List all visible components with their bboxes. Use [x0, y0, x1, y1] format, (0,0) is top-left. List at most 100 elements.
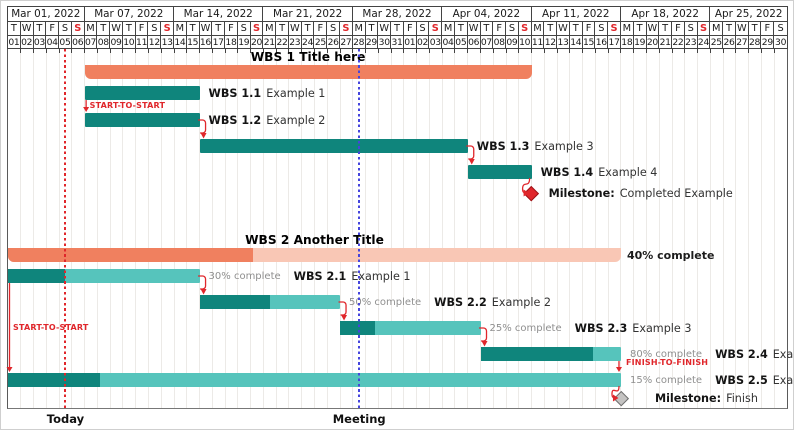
- day-tick: [671, 49, 673, 53]
- task-label-wbs-2-2: 50% complete WBS 2.2 Example 2: [349, 295, 551, 309]
- day-tick: [135, 49, 137, 53]
- task-bar-wbs-2-3[interactable]: [340, 321, 481, 335]
- task-bar-wbs-2-2[interactable]: [199, 295, 341, 309]
- day-letter-cell-sunday: S: [518, 22, 532, 36]
- grid-line: [633, 49, 635, 408]
- day-tick: [582, 49, 584, 53]
- day-number-cell: 30: [775, 36, 787, 48]
- task-label-wbs-1-1: WBS 1.1 Example 1: [209, 86, 326, 100]
- day-tick: [480, 49, 481, 53]
- task-bar-wbs-1-2[interactable]: [84, 113, 200, 127]
- day-number-cell: 20: [250, 36, 264, 48]
- grid-line: [531, 49, 533, 408]
- week-cell: Apr 25, 2022: [710, 7, 787, 22]
- grid-line: [84, 49, 86, 408]
- day-letter-cell: W: [288, 22, 302, 36]
- day-number-cell: 05: [455, 36, 468, 48]
- task-bar-wbs-1-1[interactable]: [84, 86, 200, 100]
- grid-line: [33, 49, 35, 408]
- day-tick: [211, 49, 213, 53]
- milestone-label-text: Completed Example: [619, 186, 733, 200]
- day-tick: [403, 49, 405, 53]
- day-tick: [467, 49, 469, 53]
- day-number-cell: 01: [8, 36, 21, 48]
- day-letter-cell: T: [723, 22, 736, 36]
- day-tick: [531, 49, 533, 53]
- day-number-cell: 25: [710, 36, 724, 48]
- day-number-cell: 28: [749, 36, 762, 48]
- grid-line: [569, 49, 571, 408]
- day-tick: [288, 49, 290, 53]
- day-number-cell: 18: [621, 36, 634, 48]
- task-label-wbs-1-4: WBS 1.4 Example 4: [541, 165, 658, 179]
- day-letter-cell: S: [416, 22, 430, 36]
- day-letter-cell-sunday: S: [250, 22, 264, 36]
- day-tick: [147, 49, 149, 53]
- day-number-cell: 23: [289, 36, 302, 48]
- day-number-cell: 13: [161, 36, 174, 48]
- week-cell: Mar 28, 2022: [352, 7, 443, 22]
- grid-line: [428, 49, 430, 408]
- percent-label: 50% complete: [349, 296, 422, 308]
- grid-line: [211, 49, 213, 408]
- day-number-cell: 31: [391, 36, 404, 48]
- task-label-wbs-2-3: 25% complete WBS 2.3 Example 3: [490, 321, 692, 335]
- group-bar-wbs-2[interactable]: [8, 248, 621, 262]
- day-number-cell: 25: [314, 36, 328, 48]
- day-number-cell: 14: [570, 36, 583, 48]
- task-name: Example 2: [491, 295, 552, 309]
- week-cell: Mar 14, 2022: [174, 7, 264, 22]
- grid-line: [492, 49, 494, 408]
- grid-line: [709, 49, 711, 408]
- day-number-cell: 16: [595, 36, 609, 48]
- day-letter-cell: T: [569, 22, 583, 36]
- day-number-cell: 29: [761, 36, 775, 48]
- day-letter-cell: T: [659, 22, 673, 36]
- grid-line: [288, 49, 290, 408]
- day-tick: [735, 49, 737, 53]
- day-number-cell: 30: [378, 36, 392, 48]
- day-number-cell: 16: [199, 36, 213, 48]
- day-tick: [365, 49, 367, 53]
- day-tick: [45, 49, 47, 53]
- grid-line: [390, 49, 392, 408]
- day-number-cell: 15: [187, 36, 200, 48]
- day-letter-cell: M: [174, 22, 187, 36]
- day-number-cell: 11: [531, 36, 545, 48]
- task-name: Example 4: [772, 347, 794, 361]
- grid-line: [620, 49, 622, 408]
- meeting-line: [358, 49, 361, 409]
- day-tick: [199, 49, 201, 53]
- task-name: Example 3: [632, 321, 692, 335]
- milestone-label-prefix: Milestone:: [654, 391, 722, 405]
- day-letter-cell: T: [301, 22, 315, 36]
- task-name: Example 3: [534, 139, 594, 153]
- task-label-wbs-2-5: 15% complete WBS 2.5 Example: [630, 373, 793, 387]
- task-bar-wbs-2-4[interactable]: [480, 347, 621, 361]
- day-number-cell: 24: [697, 36, 711, 48]
- day-tick: [556, 49, 558, 53]
- task-label-wbs-1-2: WBS 1.2 Example 2: [209, 113, 326, 127]
- group-bar-wbs-1[interactable]: [84, 65, 532, 79]
- task-bar-wbs-1-3[interactable]: [199, 139, 468, 153]
- grid-line: [416, 49, 418, 408]
- link-label-start-to-start: START-TO-START: [13, 322, 89, 332]
- task-bar-complete-fill: [199, 295, 270, 309]
- task-bar-wbs-2-1[interactable]: [8, 269, 200, 283]
- task-bar-wbs-2-5[interactable]: [8, 373, 621, 387]
- day-tick: [71, 49, 73, 53]
- day-number-cell: 08: [97, 36, 111, 48]
- day-number-cell: 05: [59, 36, 72, 48]
- task-bar-wbs-1-4[interactable]: [467, 165, 532, 179]
- grid-line: [543, 49, 545, 408]
- day-number-cell: 19: [238, 36, 251, 48]
- grid-line: [313, 49, 315, 408]
- grid-line: [71, 49, 73, 408]
- day-tick: [20, 49, 22, 53]
- day-letter-cell: F: [582, 22, 596, 36]
- task-label-wbs-1-3: WBS 1.3 Example 3: [477, 139, 594, 153]
- day-tick: [237, 49, 239, 53]
- plot-area: [7, 49, 788, 409]
